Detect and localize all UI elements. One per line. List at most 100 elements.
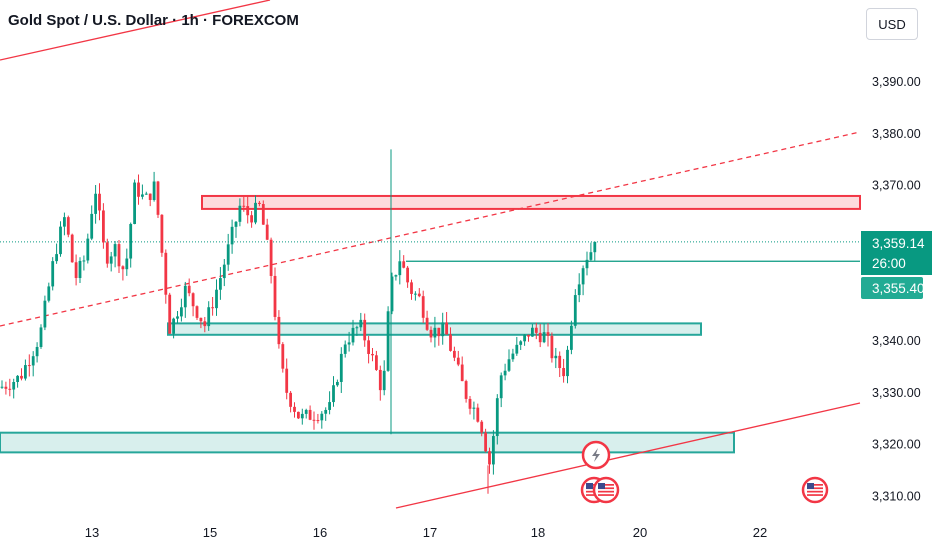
candle-up (59, 226, 62, 255)
candle-up (472, 407, 476, 409)
candle-up (492, 436, 495, 465)
flag-stripe (598, 494, 614, 496)
y-tick-label: 3,320.00 (872, 438, 921, 452)
candle-up (394, 275, 398, 277)
candle-up (0, 386, 4, 388)
candle-up (24, 365, 27, 379)
candle-up (332, 385, 335, 403)
us-flag-icon[interactable] (801, 476, 829, 504)
candle-up (144, 193, 148, 195)
candle-down (261, 204, 265, 225)
candle-down (285, 368, 289, 393)
candle-down (468, 398, 472, 409)
candle-down (105, 242, 109, 264)
flag-ring (592, 476, 620, 504)
candle-up (519, 341, 523, 345)
candle-down (137, 182, 140, 197)
candle-up (113, 244, 117, 257)
candle-down (371, 353, 374, 356)
candle-down (410, 282, 413, 294)
y-tick-label: 3,310.00 (872, 489, 921, 503)
candle-down (484, 432, 487, 452)
candle-up (542, 332, 546, 343)
candle-down (456, 357, 460, 365)
candle-down (20, 375, 23, 379)
candle-up (390, 276, 394, 312)
candle-down (277, 316, 281, 345)
candle-up (183, 285, 187, 308)
candle-up (234, 221, 238, 227)
candle-up (328, 402, 331, 410)
y-tick-label: 3,380.00 (872, 127, 921, 141)
candle-up (12, 382, 16, 390)
x-tick-label: 20 (633, 525, 647, 540)
flag-stripe (807, 490, 823, 493)
candle-up (129, 223, 133, 259)
x-tick-label: 22 (753, 525, 767, 540)
candle-down (437, 327, 441, 337)
candle-down (250, 215, 253, 223)
candle-down (421, 296, 425, 318)
flag-stripe (807, 494, 823, 496)
candle-up (495, 398, 499, 437)
candle-down (546, 332, 550, 336)
candle-up (585, 259, 589, 269)
candle-down (203, 321, 207, 327)
candle-up (570, 325, 573, 350)
candle-up (503, 370, 507, 376)
candle-up (43, 300, 47, 328)
us-flag-icon[interactable] (580, 476, 620, 504)
candle-down (242, 205, 246, 207)
candle-up (320, 413, 324, 421)
candle-up (523, 334, 526, 342)
candle-up (55, 254, 58, 262)
candle-down (273, 275, 277, 317)
candle-down (281, 344, 285, 369)
candle-up (63, 217, 66, 227)
candle-down (4, 386, 8, 389)
candle-down (168, 294, 172, 334)
candle-up (581, 268, 585, 285)
candle-up (254, 202, 257, 223)
candle-up (172, 318, 175, 334)
candle-up (82, 260, 86, 262)
y-tick-label: 3,340.00 (872, 334, 921, 348)
flag-stripe (598, 490, 614, 493)
candle-down (562, 368, 565, 377)
candle-up (31, 356, 35, 366)
candle-up (109, 256, 113, 264)
candle-down (117, 244, 121, 267)
candle-down (453, 350, 456, 358)
x-tick-label: 16 (313, 525, 327, 540)
last-price-badge (861, 231, 932, 275)
candle-down (449, 334, 452, 351)
currency-selector[interactable]: USD (866, 8, 918, 40)
candle-up (51, 261, 55, 287)
candle-down (8, 388, 12, 390)
lightning-icon[interactable] (581, 440, 611, 470)
candle-up (176, 316, 179, 319)
candle-down (308, 409, 312, 420)
candle-up (90, 213, 94, 239)
candle-up (238, 205, 242, 222)
y-tick-label: 3,390.00 (872, 75, 921, 89)
x-tick-label: 13 (85, 525, 99, 540)
level-price-badge (861, 277, 923, 299)
x-tick-label: 18 (531, 525, 545, 540)
candle-up (230, 226, 234, 245)
candle-down (425, 317, 429, 330)
candle-down (164, 252, 168, 295)
candle-up (414, 293, 417, 295)
candle-up (86, 238, 90, 261)
candle-down (534, 327, 538, 333)
candle-down (293, 406, 296, 412)
candle-up (215, 289, 218, 309)
events-layer[interactable] (580, 440, 829, 504)
candle-down (480, 421, 484, 433)
axes-layer: 3,390.00 3,380.00 3,370.00 3,340.00 3,330.00… (85, 75, 921, 540)
candle-up (554, 355, 558, 359)
candle-down (98, 193, 101, 211)
candle-up (351, 327, 355, 343)
candle-down (460, 364, 464, 382)
